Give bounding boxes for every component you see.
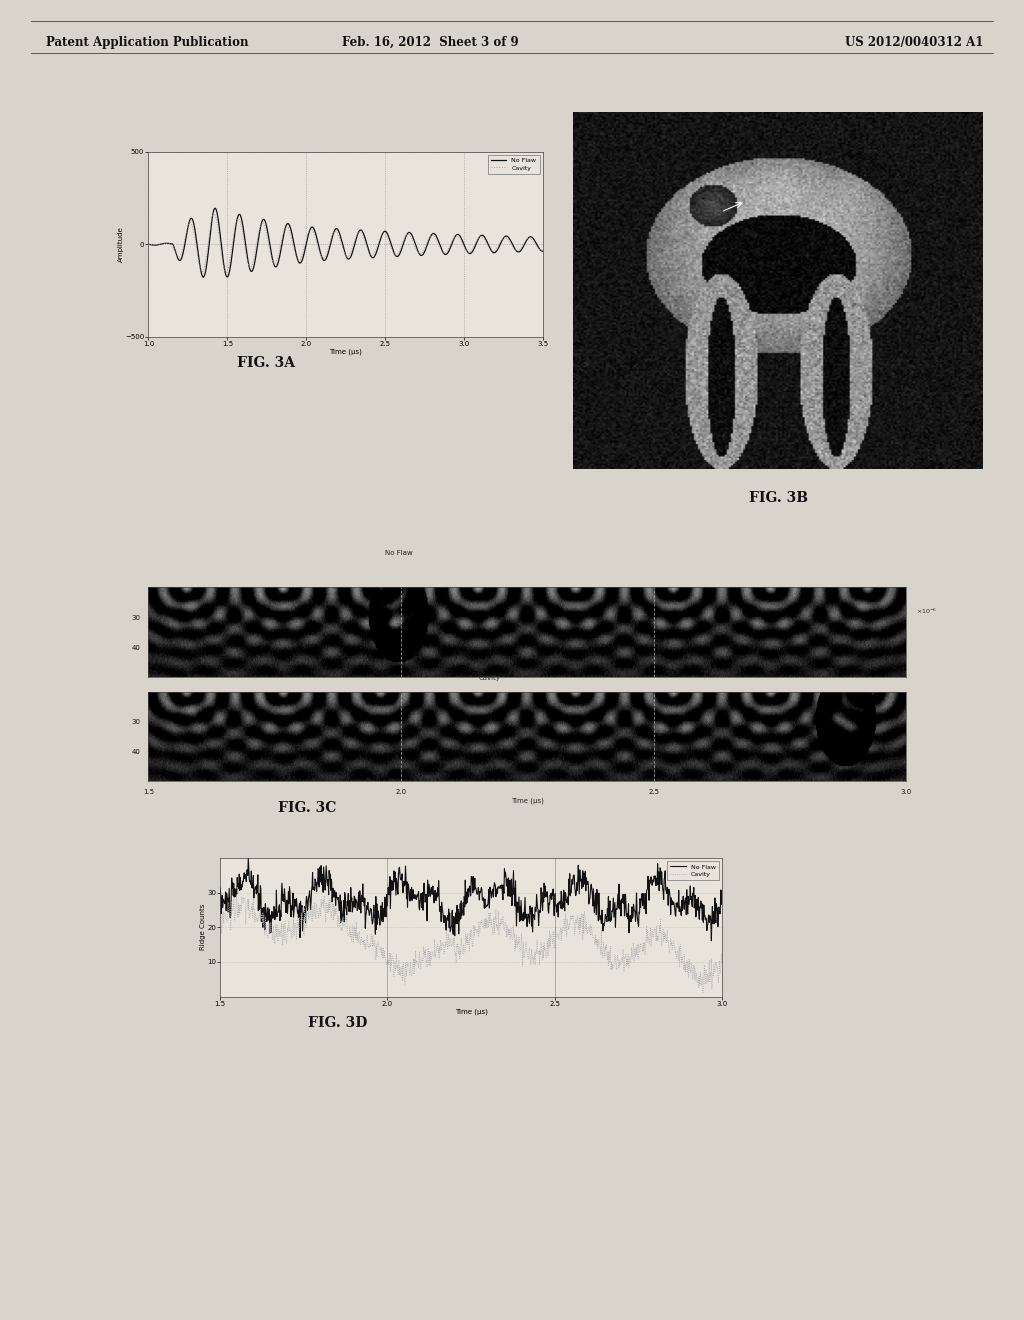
No Flaw <box>435 895 447 911</box>
No Flaw <box>486 244 499 260</box>
No Flaw <box>537 243 549 259</box>
No Flaw <box>142 236 155 252</box>
Cavity <box>230 887 243 903</box>
Cavity <box>559 921 571 937</box>
No Flaw <box>294 255 306 271</box>
No Flaw <box>606 903 618 919</box>
Text: $\times 10^{-6}$: $\times 10^{-6}$ <box>916 607 938 616</box>
No Flaw <box>209 201 221 216</box>
Cavity <box>614 956 627 972</box>
No Flaw <box>214 880 226 896</box>
Text: FIG. 3B: FIG. 3B <box>749 491 808 506</box>
Cavity <box>418 939 430 954</box>
Text: No Flaw: No Flaw <box>385 549 413 556</box>
Cavity <box>716 954 728 970</box>
No Flaw <box>716 886 728 902</box>
No Flaw <box>614 908 627 924</box>
Cavity <box>294 252 306 268</box>
Cavity <box>486 244 499 260</box>
Text: Patent Application Publication: Patent Application Publication <box>46 36 249 49</box>
Legend: No Flaw, Cavity: No Flaw, Cavity <box>667 861 719 880</box>
Legend: No Flaw, Cavity: No Flaw, Cavity <box>487 154 540 174</box>
No Flaw <box>187 214 200 230</box>
No Flaw <box>198 269 210 285</box>
Text: Feb. 16, 2012  Sheet 3 of 9: Feb. 16, 2012 Sheet 3 of 9 <box>342 36 518 49</box>
Line: No Flaw: No Flaw <box>148 209 543 277</box>
Line: Cavity: Cavity <box>148 214 543 272</box>
No Flaw <box>559 884 571 900</box>
Cavity <box>208 206 220 222</box>
No Flaw <box>529 234 542 249</box>
X-axis label: Time (μs): Time (μs) <box>511 797 544 804</box>
X-axis label: Time (μs): Time (μs) <box>329 348 362 355</box>
No Flaw <box>242 850 254 866</box>
Text: US 2012/0040312 A1: US 2012/0040312 A1 <box>845 36 983 49</box>
Line: Cavity: Cavity <box>220 895 722 993</box>
Cavity <box>211 214 223 230</box>
Cavity <box>214 907 226 923</box>
Cavity <box>696 985 709 1001</box>
Cavity <box>606 962 618 978</box>
Line: No Flaw: No Flaw <box>220 858 722 941</box>
Cavity <box>187 223 200 239</box>
No Flaw <box>418 884 430 900</box>
Y-axis label: Amplitude: Amplitude <box>118 226 124 263</box>
Cavity <box>142 236 155 252</box>
Text: FIG. 3C: FIG. 3C <box>278 801 337 816</box>
Text: FIG. 3D: FIG. 3D <box>308 1016 368 1031</box>
Cavity <box>435 942 447 958</box>
Cavity <box>311 236 324 252</box>
Text: Cavity: Cavity <box>478 675 501 681</box>
Cavity <box>529 236 542 252</box>
Cavity <box>220 264 232 280</box>
Cavity <box>537 242 549 257</box>
Text: FIG. 3A: FIG. 3A <box>238 356 295 371</box>
No Flaw <box>706 933 718 949</box>
Y-axis label: Ridge Counts: Ridge Counts <box>200 904 206 950</box>
Cavity <box>266 924 279 940</box>
No Flaw <box>211 205 223 220</box>
X-axis label: Time (μs): Time (μs) <box>455 1008 487 1015</box>
No Flaw <box>266 903 279 919</box>
No Flaw <box>311 231 324 247</box>
